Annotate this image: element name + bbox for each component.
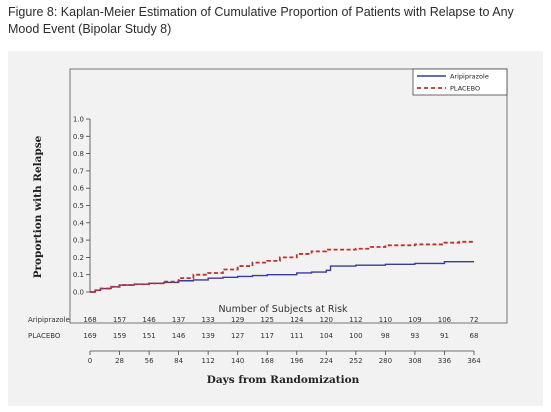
y-tick-label: 0.0: [73, 289, 84, 297]
x-tick-label: 336: [438, 357, 452, 365]
at-risk-title: Number of Subjects at Risk: [218, 304, 348, 315]
at-risk-value-aripiprazole: 133: [201, 316, 214, 324]
at-risk-value-aripiprazole: 137: [172, 316, 185, 324]
y-tick-label: 0.3: [73, 237, 84, 245]
x-tick-label: 280: [379, 357, 392, 365]
at-risk-value-aripiprazole: 72: [470, 316, 479, 324]
y-tick-label: 0.9: [73, 133, 84, 141]
chart-panel: Aripiprazole PLACEBO Proportion with Rel…: [8, 51, 543, 406]
y-tick-label: 0.6: [73, 185, 85, 193]
at-risk-value-placebo: 159: [113, 332, 126, 340]
x-axis-title: Days from Randomization: [207, 374, 360, 386]
y-tick-label: 0.7: [73, 167, 84, 175]
legend-label-placebo: PLACEBO: [450, 85, 480, 93]
y-tick-label: 1.0: [73, 116, 84, 124]
at-risk-value-placebo: 104: [320, 332, 334, 340]
y-tick-label: 0.5: [73, 202, 84, 210]
at-risk-value-aripiprazole: 129: [231, 316, 244, 324]
x-tick-label: 252: [349, 357, 362, 365]
legend-label-aripiprazole: Aripiprazole: [450, 73, 489, 81]
x-tick-label: 0: [88, 357, 92, 365]
at-risk-value-aripiprazole: 124: [290, 316, 304, 324]
at-risk-value-aripiprazole: 120: [320, 316, 333, 324]
at-risk-value-placebo: 127: [231, 332, 244, 340]
at-risk-value-placebo: 146: [172, 332, 186, 340]
at-risk-value-placebo: 117: [261, 332, 274, 340]
y-axis-title: Proportion with Relapse: [32, 135, 44, 278]
at-risk-value-aripiprazole: 106: [438, 316, 452, 324]
at-risk-value-placebo: 93: [410, 332, 419, 340]
y-tick-label: 0.2: [73, 254, 84, 262]
y-tick-label: 0.4: [73, 219, 85, 227]
figure-title: Figure 8: Kaplan-Meier Estimation of Cum…: [8, 5, 514, 36]
at-risk-value-placebo: 111: [290, 332, 303, 340]
at-risk-value-placebo: 100: [349, 332, 362, 340]
at-risk-row-label-aripiprazole: Aripiprazole: [28, 316, 70, 324]
at-risk-value-placebo: 139: [201, 332, 214, 340]
at-risk-value-aripiprazole: 112: [349, 316, 362, 324]
at-risk-value-placebo: 169: [83, 332, 96, 340]
km-chart: Aripiprazole PLACEBO Proportion with Rel…: [28, 68, 508, 386]
x-tick-label: 308: [408, 357, 421, 365]
at-risk-value-aripiprazole: 110: [379, 316, 392, 324]
x-tick-label: 196: [290, 357, 304, 365]
at-risk-value-aripiprazole: 146: [142, 316, 156, 324]
at-risk-value-aripiprazole: 125: [261, 316, 274, 324]
x-tick-label: 224: [320, 357, 334, 365]
at-risk-value-aripiprazole: 168: [83, 316, 96, 324]
chart-marks: 0.0 0.1 0.2 0.3 0.4 0.5 0.6 0.7 0.8 0.9 1.0 0 28 56 84…: [73, 116, 481, 366]
at-risk-value-aripiprazole: 109: [408, 316, 421, 324]
x-tick-label: 364: [467, 357, 481, 365]
x-tick-label: 84: [174, 357, 183, 365]
x-tick-label: 28: [115, 357, 124, 365]
at-risk-value-placebo: 68: [470, 332, 479, 340]
legend: Aripiprazole PLACEBO: [412, 68, 508, 96]
series-line-placebo: [90, 240, 474, 293]
x-tick-label: 112: [201, 357, 214, 365]
y-tick-label: 0.8: [73, 150, 84, 158]
at-risk-value-placebo: 91: [440, 332, 449, 340]
x-tick-label: 140: [231, 357, 244, 365]
y-tick-label: 0.1: [73, 271, 84, 279]
x-tick-label: 56: [145, 357, 154, 365]
legend-box: [412, 68, 508, 96]
at-risk-value-aripiprazole: 157: [113, 316, 126, 324]
at-risk-row-label-placebo: PLACEBO: [28, 332, 61, 340]
series-line-aripiprazole: [90, 261, 474, 293]
at-risk-value-placebo: 98: [381, 332, 390, 340]
plot-frame: [69, 68, 508, 324]
x-tick-label: 168: [261, 357, 274, 365]
at-risk-value-placebo: 151: [142, 332, 155, 340]
